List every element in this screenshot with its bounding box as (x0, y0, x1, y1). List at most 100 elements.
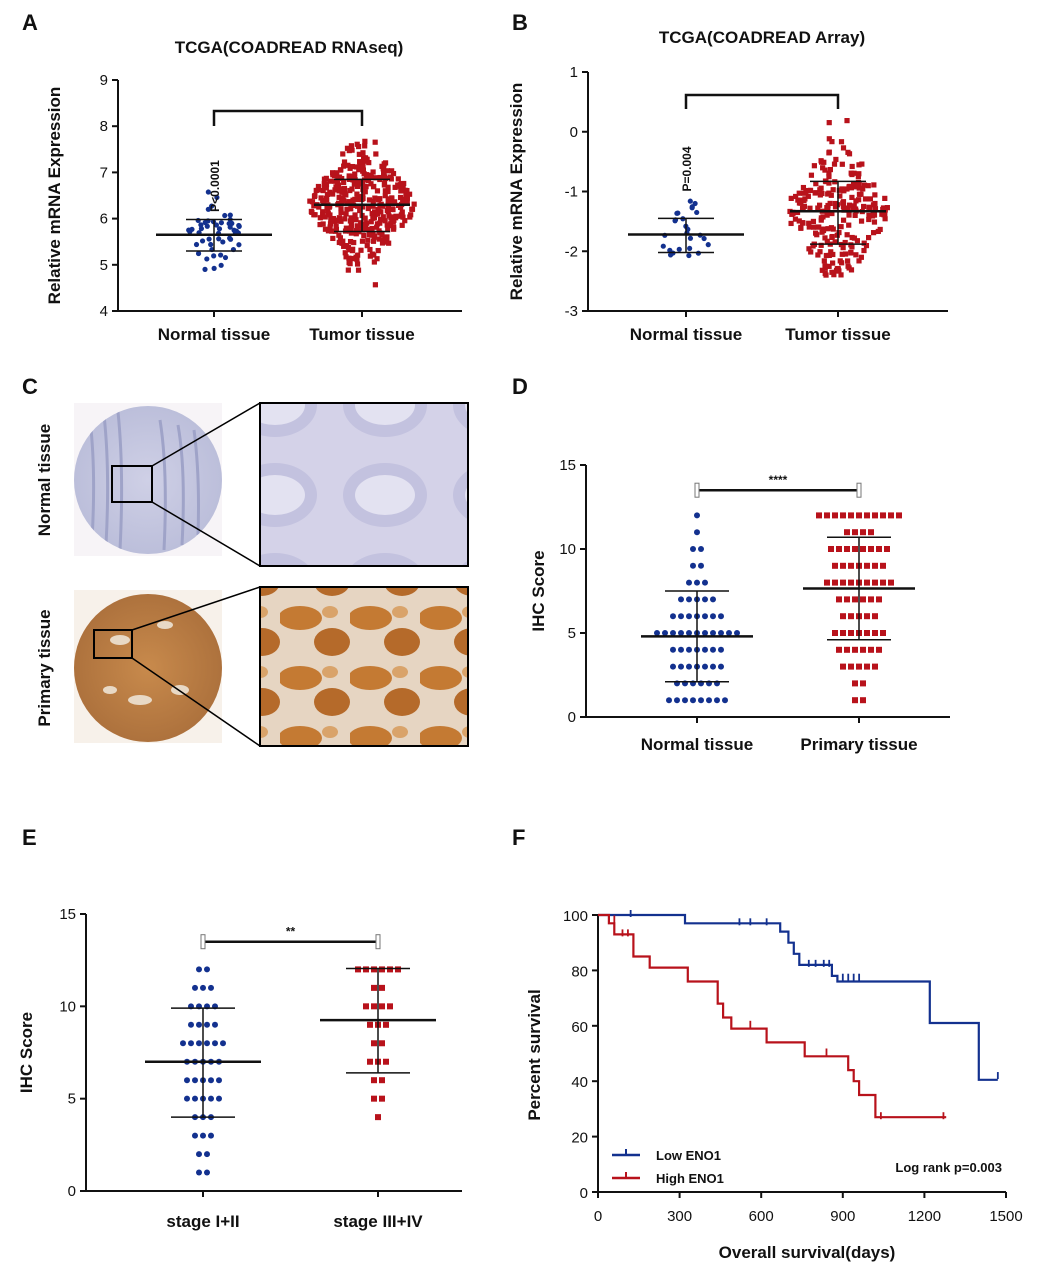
data-point (315, 183, 322, 190)
data-point (354, 164, 360, 170)
data-point (870, 230, 877, 236)
data-point (795, 197, 801, 203)
data-point (838, 224, 844, 230)
data-point (824, 212, 830, 218)
data-point (392, 199, 398, 205)
y-tick-label: -1 (565, 184, 578, 201)
data-point (385, 188, 391, 195)
data-point (342, 250, 348, 256)
data-point (882, 216, 888, 222)
data-point (204, 1040, 210, 1047)
data-point (353, 228, 359, 234)
data-point (367, 246, 373, 253)
chart-e: 0 5 10 15 stage I+II stage III+IV IHC Score ** (17, 906, 462, 1231)
data-point (192, 1095, 198, 1102)
data-point (832, 239, 838, 245)
data-point (718, 663, 724, 670)
data-point (826, 174, 832, 180)
data-point (346, 147, 352, 154)
data-point (694, 529, 700, 536)
data-point (354, 203, 361, 209)
data-point (836, 596, 842, 603)
data-point (872, 562, 878, 569)
y-tick-label: -3 (565, 303, 578, 320)
data-point (840, 630, 846, 636)
data-point (351, 239, 357, 246)
data-point (372, 282, 378, 288)
data-point (872, 200, 878, 207)
data-point (208, 1095, 214, 1102)
data-point (830, 187, 836, 193)
y-tick-label: 0 (68, 1183, 76, 1200)
data-point (338, 209, 344, 216)
data-point (382, 193, 388, 199)
data-point (694, 512, 700, 519)
data-point (844, 646, 850, 653)
data-point (351, 181, 357, 187)
data-point (872, 579, 878, 586)
data-point (821, 258, 827, 264)
data-point (801, 203, 808, 209)
data-point (218, 220, 225, 226)
data-point (838, 139, 845, 145)
data-point (828, 546, 834, 552)
data-point (837, 193, 843, 199)
data-point (865, 234, 872, 241)
data-point (705, 242, 711, 248)
x-tick-label: 0 (594, 1208, 602, 1225)
data-point (346, 259, 352, 266)
data-point (348, 143, 355, 149)
data-point (382, 175, 389, 182)
data-point (844, 118, 850, 124)
data-point (355, 179, 361, 185)
data-point (354, 261, 361, 267)
data-point (347, 165, 353, 171)
data-point (852, 596, 858, 603)
data-point (829, 139, 835, 145)
data-point (686, 646, 692, 653)
data-point (856, 512, 862, 519)
data-point (830, 251, 836, 258)
data-point (856, 663, 862, 670)
data-point (842, 239, 848, 246)
data-point (844, 596, 850, 603)
data-point (710, 596, 716, 603)
primary-glands (103, 621, 189, 705)
y-tick-label: 6 (100, 211, 108, 228)
data-point (184, 1095, 190, 1102)
x-tick-label: 300 (667, 1208, 692, 1225)
data-point (806, 246, 812, 252)
data-point (848, 579, 854, 586)
data-point (387, 966, 393, 973)
data-point (861, 203, 867, 210)
data-point (868, 646, 874, 653)
data-point (192, 1132, 198, 1139)
data-point (373, 151, 379, 157)
data-point (702, 630, 708, 636)
data-point (844, 232, 850, 238)
data-point (370, 169, 376, 175)
y-tick-label: 7 (100, 164, 108, 181)
data-point (718, 613, 724, 620)
data-point (859, 161, 865, 167)
data-point (826, 252, 832, 259)
data-point (399, 222, 405, 228)
data-point (375, 206, 381, 213)
data-point (324, 191, 331, 197)
data-point (382, 218, 388, 224)
data-point (321, 185, 327, 191)
data-point (388, 176, 394, 182)
data-point (227, 212, 233, 218)
data-point (385, 197, 391, 204)
data-point (840, 613, 846, 620)
data-point (371, 1077, 377, 1084)
zoom-line (151, 402, 261, 467)
data-point (339, 189, 345, 195)
data-point (856, 162, 862, 168)
data-point (846, 202, 853, 208)
data-point (674, 697, 680, 704)
data-point (205, 206, 211, 212)
data-point (836, 646, 842, 653)
data-point (817, 249, 823, 255)
data-point (337, 167, 344, 173)
